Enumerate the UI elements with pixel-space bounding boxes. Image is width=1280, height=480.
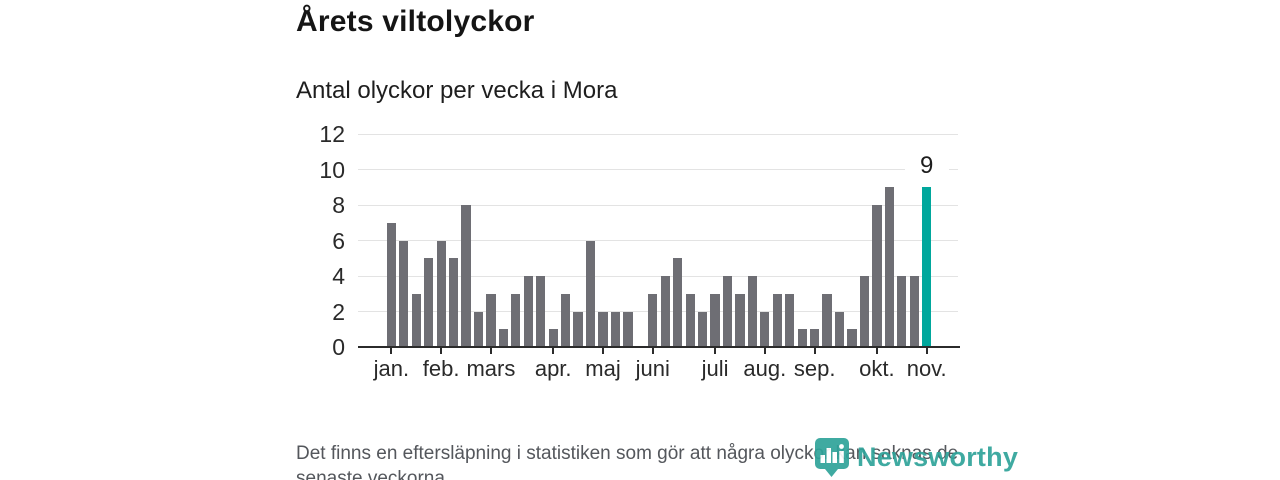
chart-bar bbox=[822, 293, 832, 347]
logo-bar-right bbox=[839, 451, 844, 463]
newsworthy-logo: Newsworthy bbox=[813, 437, 1018, 478]
footer-note-line2: senaste veckorna. bbox=[296, 468, 451, 480]
highlight-value-label: 9 bbox=[904, 152, 949, 180]
gridline-y6 bbox=[358, 240, 958, 241]
y-axis-label-10: 10 bbox=[319, 156, 345, 183]
x-tick-sep bbox=[813, 348, 816, 354]
chart-bar bbox=[772, 293, 782, 347]
x-axis-label-mars: mars bbox=[466, 356, 516, 381]
logo-dot bbox=[839, 444, 844, 449]
y-axis-label-6: 6 bbox=[332, 227, 345, 254]
newsworthy-logo-icon bbox=[815, 438, 849, 477]
chart-bar bbox=[648, 293, 658, 347]
x-axis-label-nov: nov. bbox=[906, 356, 947, 381]
page-title: Årets viltolyckor bbox=[296, 5, 535, 38]
x-axis-label-okt: okt. bbox=[859, 356, 895, 381]
y-axis-label-2: 2 bbox=[332, 298, 345, 325]
chart-bar bbox=[511, 293, 521, 347]
chart-bar bbox=[872, 205, 882, 347]
footer-note: Det finns en eftersläpning i statistiken… bbox=[296, 441, 958, 480]
x-axis-label-aug: aug. bbox=[743, 356, 787, 381]
x-axis-label-apr: apr. bbox=[534, 356, 572, 381]
chart-bar bbox=[623, 311, 633, 347]
chart-bar bbox=[523, 276, 533, 347]
chart-bar bbox=[735, 293, 745, 347]
logo-bar-tall bbox=[826, 448, 831, 463]
chart-bar bbox=[797, 329, 807, 347]
x-tick-juli bbox=[714, 348, 717, 354]
chart-bar bbox=[561, 293, 571, 347]
chart-bar bbox=[399, 240, 409, 347]
newsworthy-logo-text: Newsworthy bbox=[857, 442, 1019, 472]
chart-bar bbox=[448, 258, 459, 347]
chart-bar bbox=[909, 276, 919, 347]
x-tick-maj bbox=[602, 348, 604, 354]
y-axis-label-12: 12 bbox=[319, 121, 345, 147]
x-tick-aug bbox=[763, 348, 766, 354]
chart-bar bbox=[536, 276, 546, 347]
chart-bar bbox=[461, 205, 471, 347]
logo-bar-medium bbox=[832, 452, 837, 463]
chart-bar bbox=[598, 311, 608, 347]
x-tick-nov bbox=[925, 348, 928, 354]
chart-subtitle: Antal olyckor per vecka i Mora bbox=[296, 77, 618, 104]
x-tick-okt bbox=[875, 348, 878, 354]
chart-bar bbox=[847, 329, 857, 347]
chart-bar bbox=[897, 276, 907, 347]
chart-bar bbox=[785, 293, 795, 347]
chart-bar bbox=[760, 311, 770, 347]
y-axis-label-0: 0 bbox=[332, 334, 345, 360]
chart-bar bbox=[722, 276, 733, 347]
x-tick-juni bbox=[651, 348, 654, 354]
gridline-y2 bbox=[358, 311, 958, 312]
chart-bar bbox=[834, 311, 845, 347]
logo-bubble-shape bbox=[815, 438, 849, 477]
chart-bar bbox=[810, 329, 820, 347]
x-axis-label-juni: juni bbox=[635, 356, 670, 381]
y-axis-label-4: 4 bbox=[332, 263, 345, 289]
chart-bar bbox=[411, 293, 421, 347]
x-axis-label-feb: feb. bbox=[422, 356, 460, 381]
x-axis-label-sep: sep. bbox=[793, 356, 836, 381]
chart-bar bbox=[673, 258, 683, 347]
logo-bar-small bbox=[820, 455, 825, 463]
chart-bar bbox=[548, 329, 558, 347]
chart-bar-highlight bbox=[922, 187, 932, 347]
chart-bar bbox=[710, 293, 720, 347]
footer-note-line1: Det finns en eftersläpning i statistiken… bbox=[296, 443, 959, 464]
gridline-y12 bbox=[358, 133, 958, 135]
gridline-y8 bbox=[358, 204, 958, 206]
x-axis-line bbox=[358, 346, 960, 348]
chart-bar bbox=[747, 276, 758, 347]
chart-bar bbox=[386, 222, 396, 347]
x-tick-mars bbox=[489, 348, 492, 354]
y-axis-label-8: 8 bbox=[332, 192, 345, 218]
chart-bar bbox=[573, 311, 583, 347]
x-tick-jan bbox=[390, 348, 393, 354]
x-tick-apr bbox=[552, 348, 555, 354]
chart-bar bbox=[424, 258, 434, 347]
x-axis-label-juli: juli bbox=[701, 356, 729, 381]
x-tick-feb bbox=[440, 348, 443, 354]
chart-bar bbox=[436, 240, 446, 347]
chart-bar bbox=[660, 276, 670, 347]
gridline-y10 bbox=[358, 169, 958, 170]
chart-bar bbox=[884, 187, 894, 347]
chart-bar bbox=[859, 276, 870, 347]
chart-bar bbox=[685, 293, 695, 347]
chart-bar bbox=[498, 329, 509, 347]
chart-bar bbox=[697, 311, 708, 347]
chart-bar bbox=[486, 293, 496, 347]
chart-bar bbox=[473, 311, 484, 347]
x-axis-label-maj: maj bbox=[585, 356, 621, 381]
chart-bar bbox=[610, 311, 621, 347]
chart-bar bbox=[585, 240, 596, 347]
x-axis-label-jan: jan. bbox=[373, 356, 410, 381]
gridline-y4 bbox=[358, 275, 958, 277]
